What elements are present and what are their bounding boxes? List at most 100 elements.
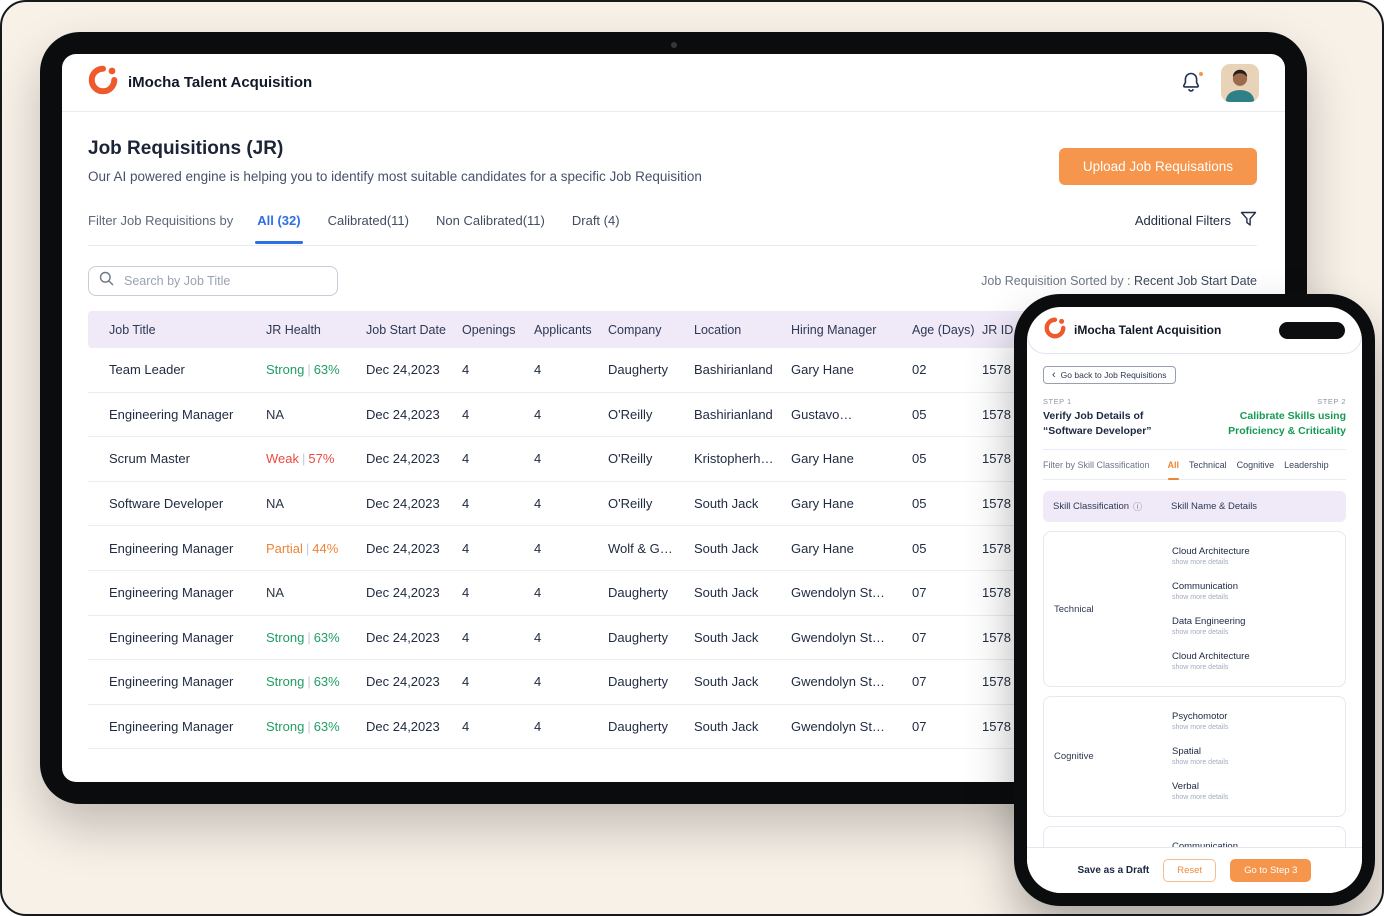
age-cell: 07 [912,629,927,645]
skill-tab-leadership[interactable]: Leadership [1284,460,1329,471]
skill-item: Communication show more details [1162,834,1345,847]
start-date-cell: Dec 24,2023 [366,585,440,601]
show-more-details-link[interactable]: show more details [1172,759,1229,767]
skill-tab-all[interactable]: All [1167,460,1180,481]
additional-filters-label: Additional Filters [1134,213,1231,228]
back-to-job-requisitions-button[interactable]: ‹ Go back to Job Requisitions [1043,366,1176,384]
location-cell: South Jack [694,540,759,556]
applicants-cell: 4 [534,719,542,735]
show-more-details-link[interactable]: show more details [1172,594,1229,602]
column-applicants: Applicants [534,322,592,337]
location-cell: Bashirianland [694,406,773,422]
table-row[interactable]: Software Developer NA Dec 24,2023 4 4 O'… [88,482,1257,527]
table-row[interactable]: Engineering Manager Strong | 63% Dec 24,20… [88,705,1257,750]
jr-id-cell: 1578 [982,629,1011,645]
additional-filters-button[interactable]: Additional Filters [1135,211,1257,230]
notification-bell-icon[interactable] [1181,69,1205,95]
tab-draft[interactable]: Draft (4) [571,213,620,228]
page-title: Job Requisitions (JR) [88,138,284,159]
save-as-draft-button[interactable]: Save as a Draft [1077,865,1150,876]
health-label: NA [266,585,285,601]
openings-cell: 4 [462,451,470,467]
health-separator: | [302,451,306,467]
skill-sections: Technical Cloud Architecture show more d… [1043,531,1346,847]
start-date-cell: Dec 24,2023 [366,451,440,467]
skill-classification-column: Skill Classification ⓘ [1053,500,1171,513]
tab-all[interactable]: All (32) [255,213,303,244]
imocha-logo-icon [1044,317,1066,344]
table-row[interactable]: Engineering Manager Strong | 63% Dec 24,20… [88,660,1257,705]
tab-calibrated[interactable]: Calibrated(11) [327,213,409,228]
company-cell: O'Reilly [608,496,653,512]
applicants-cell: 4 [534,585,542,601]
table-row[interactable]: Engineering Manager NA Dec 24,2023 4 4 O… [88,393,1257,438]
skill-classification-label: Skill Classification [1053,501,1130,513]
openings-cell: 4 [462,629,470,645]
show-more-details-link[interactable]: show more details [1172,664,1229,672]
table-row[interactable]: Team Leader Strong | 63% Dec 24,2023 4 4 D… [88,348,1257,393]
filter-label: Filter Job Requisitions by [88,213,234,228]
column-jr-health: JR Health [266,322,321,337]
jr-health-cell: NA [266,585,366,600]
job-title-cell: Engineering Manager [109,540,234,556]
company-cell: Daugherty [608,362,668,378]
app-header: iMocha Talent Acquisition [62,54,1285,112]
step-2: STEP 2 Calibrate Skills using Proficienc… [1228,397,1346,438]
page-head: Job Requisitions (JR) Our AI powered eng… [62,112,1285,185]
reset-button[interactable]: Reset [1163,859,1217,882]
start-date-cell: Dec 24,2023 [366,674,440,690]
go-to-step-3-button[interactable]: Go to Step 3 [1230,859,1312,882]
show-more-details-link[interactable]: show more details [1172,559,1229,567]
tab-non-calibrated[interactable]: Non Calibrated(11) [436,213,545,228]
hiring-manager-cell: Gary Hane [791,451,854,467]
age-cell: 07 [912,674,927,690]
jr-id-cell: 1578 [982,496,1011,512]
search-input[interactable] [122,273,327,289]
location-cell: South Jack [694,585,759,601]
phone-device: iMocha Talent Acquisition ‹ Go back to J… [1014,294,1375,906]
location-cell: South Jack [694,496,759,512]
user-avatar[interactable] [1221,63,1259,102]
skill-name: Cloud Architecture [1172,651,1250,663]
skill-list: Psychomotor show more details Spatial sh… [1162,697,1345,816]
show-more-details-link[interactable]: show more details [1172,724,1229,732]
age-cell: 02 [912,362,927,378]
table-row[interactable]: Engineering Manager Partial | 44% Dec 24,2… [88,526,1257,571]
health-label: NA [266,496,285,512]
skill-tab-cognitive[interactable]: Cognitive [1236,460,1275,471]
table-row[interactable]: Engineering Manager NA Dec 24,2023 4 4 D… [88,571,1257,616]
search-box[interactable] [88,266,338,296]
health-label: Strong [266,674,305,690]
job-title-cell: Engineering Manager [109,406,234,422]
page-head-text: Job Requisitions (JR) Our AI powered eng… [88,138,702,184]
skill-tab-technical[interactable]: Technical [1189,460,1227,471]
table-row[interactable]: Scrum Master Weak | 57% Dec 24,2023 4 4 O'… [88,437,1257,482]
skill-table-header: Skill Classification ⓘ Skill Name & Deta… [1043,491,1346,523]
applicants-cell: 4 [534,451,542,467]
notification-badge [1197,69,1205,78]
health-separator: | [307,629,311,645]
classification-label: Cognitive [1054,751,1094,763]
job-title-cell: Engineering Manager [109,585,234,601]
info-icon[interactable]: ⓘ [1133,502,1143,513]
skill-name: Communication [1172,841,1238,847]
show-more-details-link[interactable]: show more details [1172,794,1229,802]
skill-list: Cloud Architecture show more details Com… [1162,532,1345,686]
skill-list: Communication show more details [1162,827,1345,847]
table-row[interactable]: Engineering Manager Strong | 63% Dec 24,20… [88,616,1257,661]
job-title-cell: Team Leader [109,362,185,378]
jr-id-cell: 1578 [982,451,1011,467]
job-title-cell: Engineering Manager [109,629,234,645]
phone-body: ‹ Go back to Job Requisitions STEP 1 Ver… [1027,354,1362,847]
table-toolbar: Job Requisition Sorted by : Recent Job S… [88,266,1257,296]
sort-label: Job Requisition Sorted by : [981,274,1135,288]
show-more-details-link[interactable]: show more details [1172,629,1229,637]
openings-cell: 4 [462,362,470,378]
sort-value[interactable]: Recent Job Start Date [1134,274,1257,288]
column-jr-id: JR ID [982,322,1014,337]
tablet-camera-dot [670,42,677,48]
age-cell: 05 [912,496,927,512]
phone-app-header: iMocha Talent Acquisition [1027,307,1362,354]
imocha-logo-icon [88,65,118,100]
upload-job-requisitions-button[interactable]: Upload Job Requisations [1058,148,1257,185]
